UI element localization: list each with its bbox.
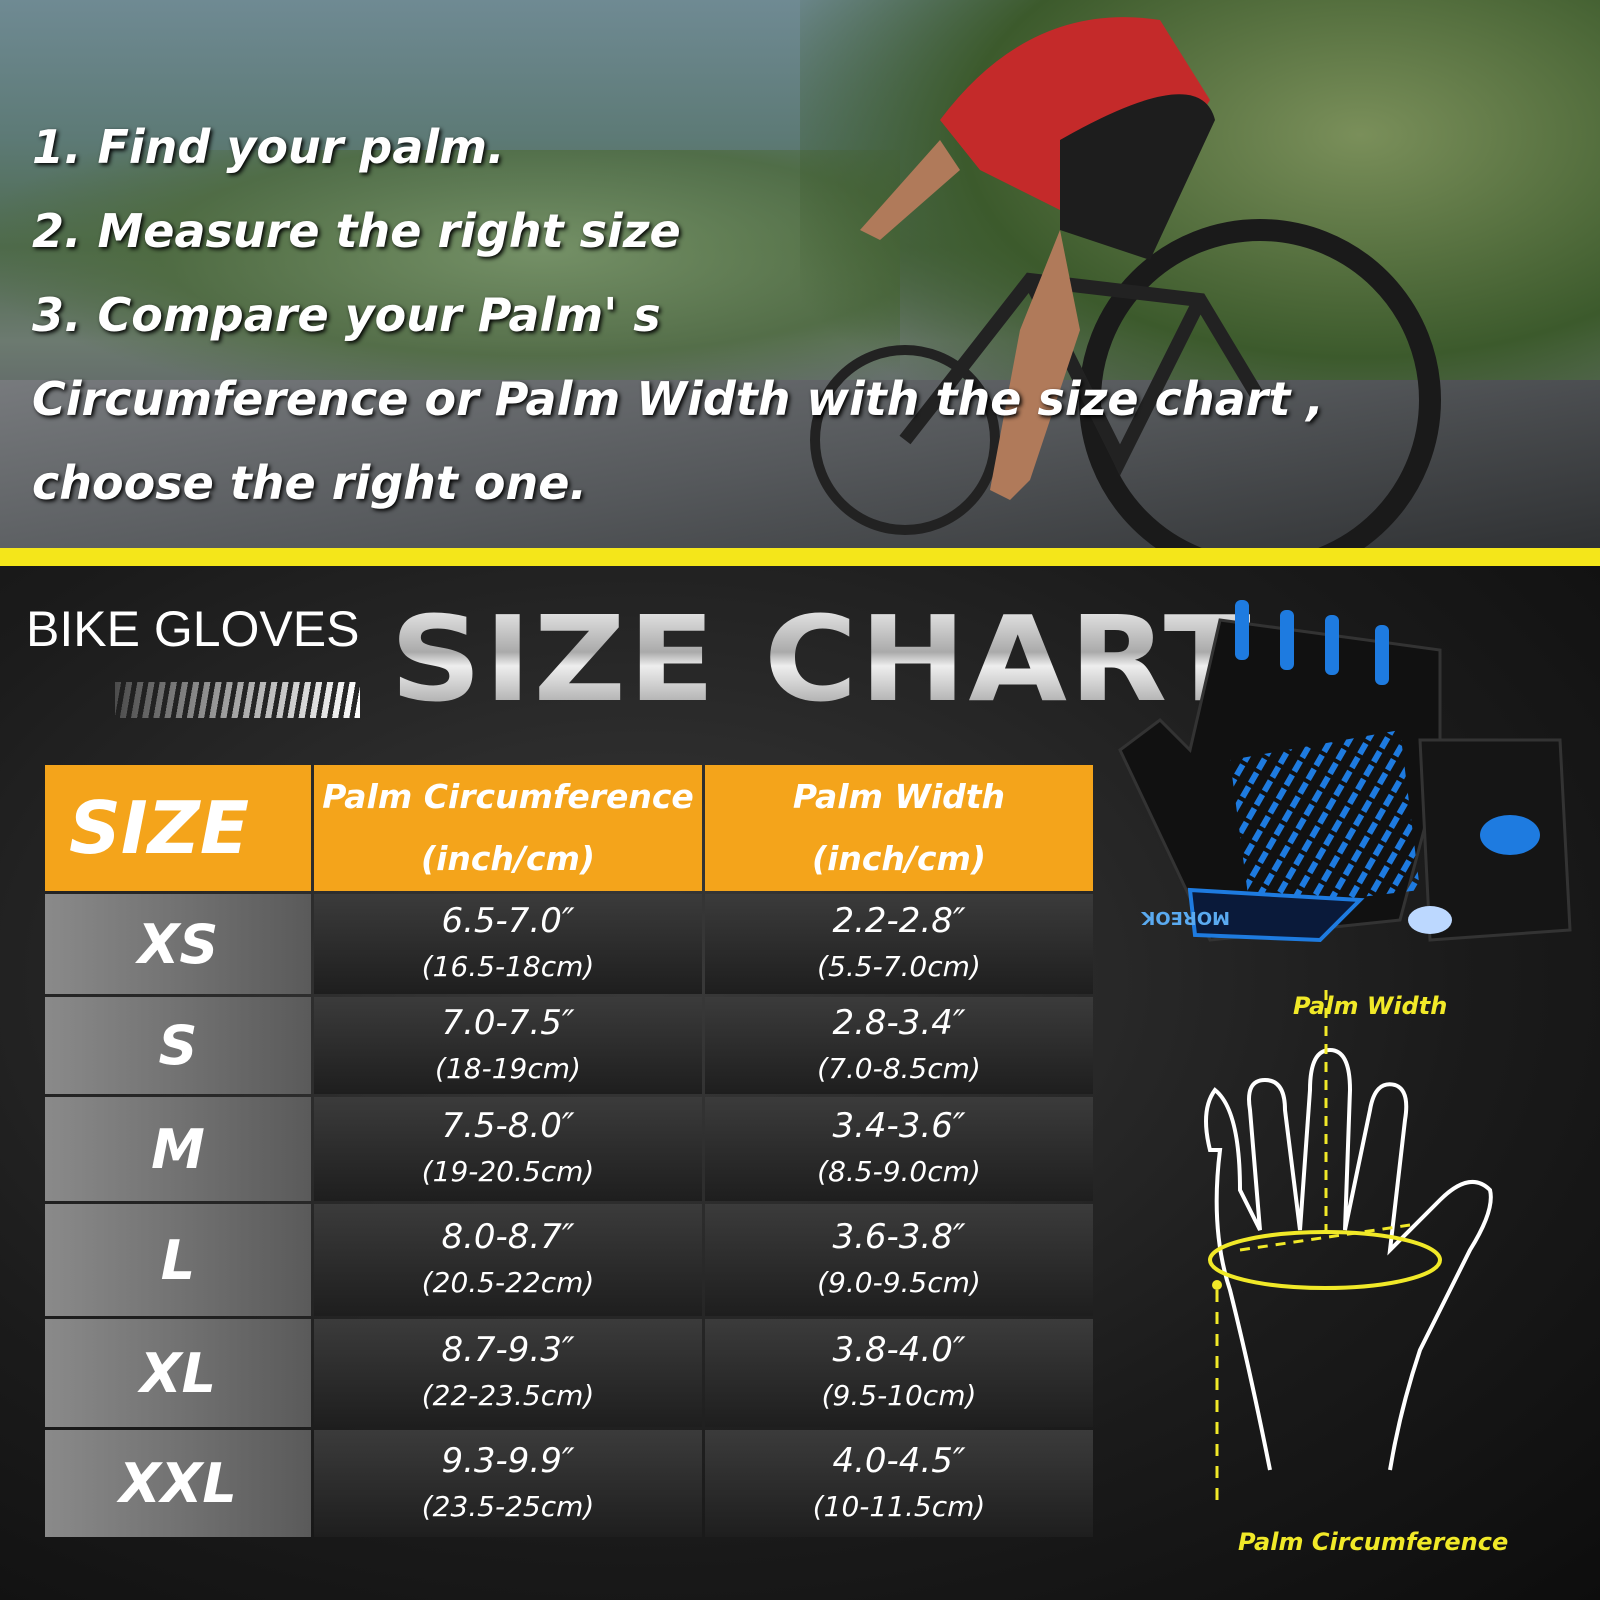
table-row: XS 6.5-7.0″ (16.5-18cm) 2.2-2.8″ (5.5-7.0c…: [45, 894, 1093, 994]
size-table: SIZE Palm Circumference (inch/cm) Palm Wi…: [42, 762, 1096, 1540]
size-cell: L: [45, 1204, 311, 1316]
table-row: S 7.0-7.5″ (18-19cm) 2.8-3.4″ (7.0-8.5cm): [45, 997, 1093, 1094]
table-row: XXL 9.3-9.9″ (23.5-25cm) 4.0-4.5″ (10-11.5…: [45, 1430, 1093, 1537]
palm-circumference-cell: 6.5-7.0″ (16.5-18cm): [314, 894, 702, 994]
size-cell: XXL: [45, 1430, 311, 1537]
yellow-divider: [0, 548, 1600, 566]
palm-circumference-cell: 7.0-7.5″ (18-19cm): [314, 997, 702, 1094]
palm-width-cell: 4.0-4.5″ (10-11.5cm): [705, 1430, 1093, 1537]
table-row: M 7.5-8.0″ (19-20.5cm) 3.4-3.6″ (8.5-9.0cm…: [45, 1097, 1093, 1201]
size-cell: S: [45, 997, 311, 1094]
palm-width-cell: 3.4-3.6″ (8.5-9.0cm): [705, 1097, 1093, 1201]
header-size: SIZE: [45, 765, 311, 891]
glove-image: MOREOK: [1118, 600, 1572, 943]
palm-circumference-label: Palm Circumference: [1238, 1528, 1509, 1556]
palm-width-cell: 3.8-4.0″ (9.5-10cm): [705, 1319, 1093, 1427]
header-palm-width: Palm Width (inch/cm): [705, 765, 1093, 891]
palm-circumference-cell: 8.7-9.3″ (22-23.5cm): [314, 1319, 702, 1427]
page-title: SIZE CHART: [390, 590, 1253, 728]
table-row: L 8.0-8.7″ (20.5-22cm) 3.6-3.8″ (9.0-9.5cm…: [45, 1204, 1093, 1316]
table-row: XL 8.7-9.3″ (22-23.5cm) 3.8-4.0″ (9.5-10cm…: [45, 1319, 1093, 1427]
size-cell: M: [45, 1097, 311, 1201]
glove-and-hand-diagram: MOREOK: [1118, 600, 1572, 1505]
palm-width-cell: 2.2-2.8″ (5.5-7.0cm): [705, 894, 1093, 994]
table-header-row: SIZE Palm Circumference (inch/cm) Palm Wi…: [45, 765, 1093, 891]
header-palm-circumference: Palm Circumference (inch/cm): [314, 765, 702, 891]
palm-circumference-cell: 9.3-9.9″ (23.5-25cm): [314, 1430, 702, 1537]
instruction-2: 2. Measure the right size: [32, 204, 681, 258]
palm-circumference-cell: 7.5-8.0″ (19-20.5cm): [314, 1097, 702, 1201]
palm-width-cell: 2.8-3.4″ (7.0-8.5cm): [705, 997, 1093, 1094]
glove-brand-logo: MOREOK: [1140, 907, 1230, 928]
instruction-3-cont: Circumference or Palm Width with the siz…: [32, 372, 1324, 426]
size-cell: XS: [45, 894, 311, 994]
hand-outline: [1204, 1047, 1493, 1471]
speed-lines-decoration: [115, 682, 360, 718]
instruction-3-end: choose the right one.: [32, 456, 587, 510]
size-cell: XL: [45, 1319, 311, 1427]
palm-width-label: Palm Width: [1293, 992, 1448, 1020]
cyclist-photo: 1. Find your palm. 2. Measure the right …: [0, 0, 1600, 550]
instruction-1: 1. Find your palm.: [32, 120, 505, 174]
instruction-3: 3. Compare your Palm' s: [32, 288, 661, 342]
cyclist-illustration: [810, 17, 1441, 550]
palm-width-cell: 3.6-3.8″ (9.0-9.5cm): [705, 1204, 1093, 1316]
product-label: BIKE GLOVES: [26, 601, 360, 657]
palm-circumference-cell: 8.0-8.7″ (20.5-22cm): [314, 1204, 702, 1316]
